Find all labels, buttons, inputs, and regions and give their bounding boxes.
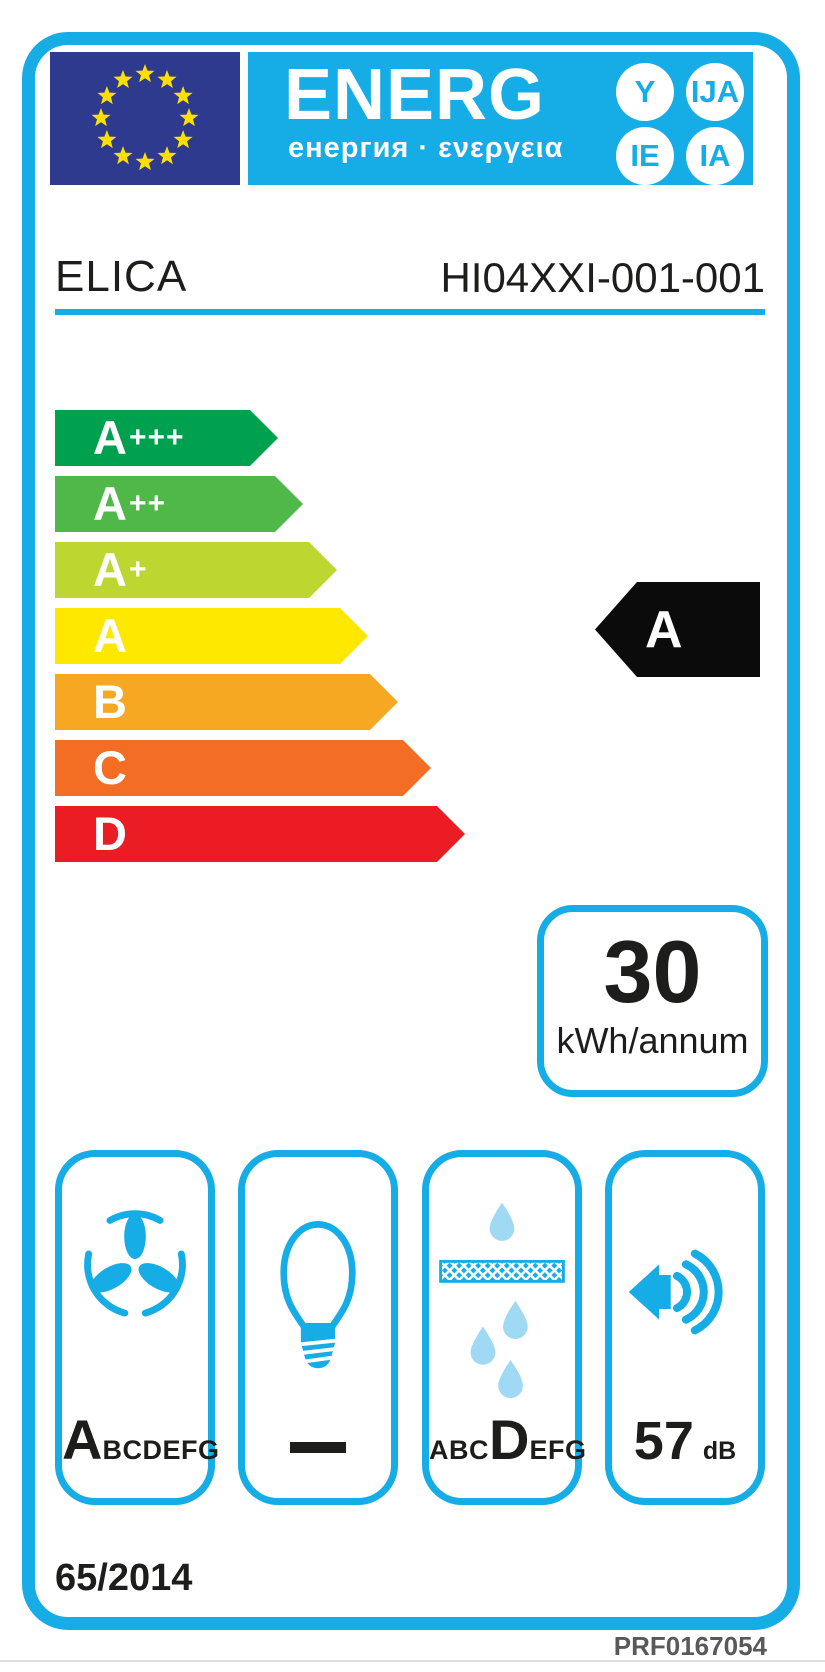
grease-filter-icon xyxy=(429,1199,575,1399)
noise-unit: dB xyxy=(702,1437,737,1465)
efficiency-class-scale: A +++ A ++ A + A B C D xyxy=(55,410,465,872)
fan-class-letter: A xyxy=(62,1408,103,1471)
energ-logo-text: ENERG xyxy=(284,55,546,135)
rating-class-letter: A xyxy=(645,600,683,659)
noise-value: 57 xyxy=(633,1411,694,1471)
class-arrow-b: B xyxy=(55,674,398,730)
class-arrow-a++: A ++ xyxy=(55,476,303,532)
light-bulb-icon xyxy=(245,1212,391,1372)
brand-row: ELICA HI04XXI-001-001 xyxy=(55,242,765,302)
energy-consumption-value: 30 xyxy=(603,922,702,1021)
energ-logo-banner: ENERG енергия · ενεργεια Y IJA IE IA xyxy=(248,52,753,185)
class-arrow-a+: A + xyxy=(55,542,337,598)
fan-efficiency-class: ABCDEFG xyxy=(62,1407,219,1472)
lighting-efficiency-box xyxy=(238,1150,398,1505)
speaker-icon xyxy=(612,1249,758,1335)
energy-consumption-box: 30 kWh/annum xyxy=(537,905,768,1097)
model-number: HI04XXI-001-001 xyxy=(440,254,765,301)
eu-flag xyxy=(50,52,240,185)
divider-line xyxy=(55,309,765,315)
class-arrow-a: A xyxy=(55,608,368,664)
rating-arrow: A xyxy=(595,582,760,677)
fan-class-after: BCDEFG xyxy=(102,1435,220,1465)
lighting-efficiency-class xyxy=(245,1442,391,1472)
energ-suffix-circle-y: Y xyxy=(616,63,674,121)
energy-label: ENERG енергия · ενεργεια Y IJA IE IA ELICA … xyxy=(22,32,800,1630)
noise-value-label: 57 dB xyxy=(612,1410,758,1472)
class-arrow-d: D xyxy=(55,806,465,862)
page-edge-line xyxy=(0,1660,825,1662)
energy-consumption-unit: kWh/annum xyxy=(556,1020,749,1061)
fan-efficiency-box: ABCDEFG xyxy=(55,1150,219,1505)
energ-suffix-circle-ie: IE xyxy=(616,127,674,185)
brand-name: ELICA xyxy=(55,252,188,301)
energ-suffix-circle-ija: IJA xyxy=(686,63,744,121)
energ-suffix-circles: Y IJA IE IA xyxy=(616,63,744,185)
reference-number: PRF0167054 xyxy=(613,1631,767,1661)
energ-logo-subtext: енергия · ενεργεια xyxy=(288,132,564,164)
grease-filtering-box: ABCDEFG xyxy=(422,1150,586,1505)
class-arrow-a+++: A +++ xyxy=(55,410,278,466)
grease-class-before: ABC xyxy=(429,1435,489,1465)
grease-filtering-class: ABCDEFG xyxy=(429,1407,586,1472)
lighting-dash xyxy=(290,1442,346,1453)
energ-suffix-circle-ia: IA xyxy=(686,127,744,185)
fan-icon xyxy=(62,1205,208,1323)
class-arrow-c: C xyxy=(55,740,431,796)
grease-class-after: EFG xyxy=(529,1435,587,1465)
eu-stars-icon xyxy=(91,64,199,171)
noise-box: 57 dB xyxy=(605,1150,765,1505)
regulation-number: 65/2014 xyxy=(55,1557,193,1599)
grease-class-letter: D xyxy=(489,1408,530,1471)
